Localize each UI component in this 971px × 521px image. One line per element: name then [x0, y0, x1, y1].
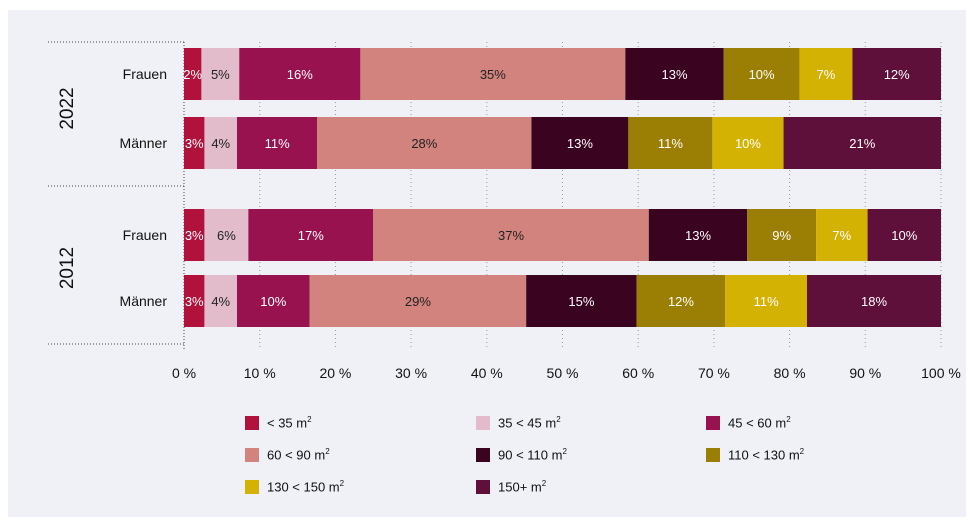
- data-label: 12%: [668, 294, 694, 309]
- data-label: 12%: [884, 67, 910, 82]
- bar-segment: [360, 48, 626, 100]
- data-label: 5%: [211, 67, 230, 82]
- bar-segment: [867, 209, 941, 261]
- bar-segment: [248, 209, 374, 261]
- data-label: 13%: [685, 228, 711, 243]
- data-label: 16%: [287, 67, 313, 82]
- data-label: 3%: [185, 228, 204, 243]
- data-label: 28%: [411, 136, 437, 151]
- data-label: 11%: [265, 136, 290, 151]
- bar-segment: [852, 48, 941, 100]
- x-tick-label: 90 %: [849, 365, 881, 381]
- bar-segment: [816, 209, 868, 261]
- bar-segment: [712, 117, 784, 169]
- data-label: 37%: [498, 228, 524, 243]
- bar-segment: [204, 209, 249, 261]
- data-label: 7%: [817, 67, 836, 82]
- data-label: 21%: [849, 136, 875, 151]
- data-label: 13%: [662, 67, 688, 82]
- x-tick-label: 20 %: [319, 365, 351, 381]
- data-label: 6%: [217, 228, 236, 243]
- bar-segment: [648, 209, 748, 261]
- group-label: 2022: [57, 87, 78, 129]
- bar-segment: [184, 48, 202, 100]
- bar-segment: [204, 275, 237, 327]
- x-tick-label: 10 %: [244, 365, 276, 381]
- data-label: 29%: [405, 294, 431, 309]
- x-tick-label: 60 %: [622, 365, 654, 381]
- x-tick-label: 50 %: [547, 365, 579, 381]
- data-label: 11%: [754, 294, 779, 309]
- bar-segment: [636, 275, 726, 327]
- bar-segment: [317, 117, 532, 169]
- data-label: 10%: [749, 67, 775, 82]
- row-label: Männer: [120, 293, 168, 309]
- x-tick-label: 70 %: [698, 365, 730, 381]
- data-label: 10%: [260, 294, 286, 309]
- bar-segment: [526, 275, 637, 327]
- bar-segment: [184, 209, 205, 261]
- bar-segment: [373, 209, 649, 261]
- bar-segment: [204, 117, 237, 169]
- data-label: 3%: [185, 136, 204, 151]
- x-tick-label: 80 %: [774, 365, 806, 381]
- bar-segment: [309, 275, 527, 327]
- bar-segment: [184, 117, 205, 169]
- group-label: 2012: [57, 247, 78, 289]
- data-label: 18%: [861, 294, 887, 309]
- bar-segment: [184, 275, 205, 327]
- bar-segment: [201, 48, 240, 100]
- bar-segment: [747, 209, 817, 261]
- data-label: 2%: [183, 67, 202, 82]
- row-label: Männer: [120, 135, 168, 151]
- bar-segment: [239, 48, 361, 100]
- x-tick-label: 40 %: [471, 365, 503, 381]
- data-label: 35%: [480, 67, 506, 82]
- x-tick-label: 30 %: [395, 365, 427, 381]
- data-label: 10%: [891, 228, 917, 243]
- data-label: 3%: [185, 294, 204, 309]
- row-label: Frauen: [123, 66, 167, 82]
- bar-segment: [725, 275, 808, 327]
- bar-segment: [625, 48, 724, 100]
- data-label: 9%: [772, 228, 791, 243]
- data-label: 10%: [735, 136, 761, 151]
- row-label: Frauen: [123, 227, 167, 243]
- data-label: 17%: [298, 228, 324, 243]
- data-label: 4%: [211, 136, 230, 151]
- data-label: 7%: [832, 228, 851, 243]
- data-label: 11%: [658, 136, 683, 151]
- bar-segment: [531, 117, 629, 169]
- bar-segment: [236, 275, 310, 327]
- x-tick-label: 0 %: [172, 365, 196, 381]
- data-label: 15%: [568, 294, 594, 309]
- x-tick-label: 100 %: [921, 365, 961, 381]
- bar-segment: [783, 117, 941, 169]
- bar-segment: [807, 275, 941, 327]
- data-label: 4%: [211, 294, 230, 309]
- bar-segment: [628, 117, 713, 169]
- data-label: 13%: [567, 136, 593, 151]
- bar-segment: [236, 117, 318, 169]
- bar-segment: [799, 48, 853, 100]
- bar-segment: [723, 48, 800, 100]
